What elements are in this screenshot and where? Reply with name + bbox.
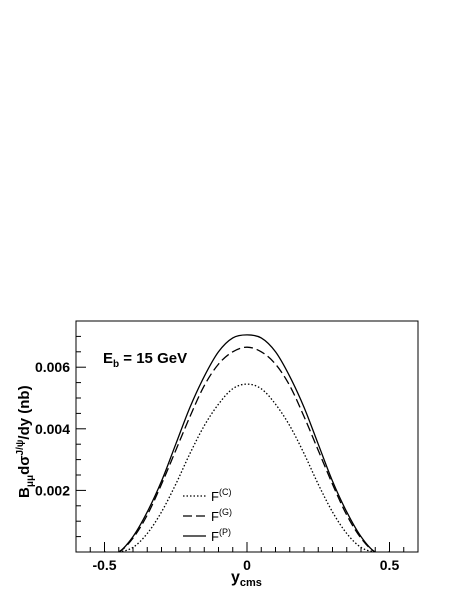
curves: [104, 334, 390, 552]
legend-label-c: F(C): [211, 487, 231, 504]
y-axis-title: BμμdσJ/ψ/dy (nb): [15, 385, 36, 498]
x-tick-label: 0: [243, 557, 251, 573]
x-tick-label: -0.5: [92, 557, 116, 573]
legend: F(C) F(G) F(P): [183, 487, 232, 544]
y-tick-label: 0.004: [35, 421, 70, 437]
legend-label-g: F(G): [211, 507, 232, 524]
y-tick-label: 0.006: [35, 359, 70, 375]
energy-annotation: Eb = 15 GeV: [103, 350, 187, 370]
series-line-0: [104, 383, 390, 552]
series-line-1: [104, 346, 390, 552]
series-line-2: [104, 334, 390, 552]
x-tick-label: 0.5: [380, 557, 400, 573]
x-axis-title: ycms: [231, 569, 262, 589]
y-tick-label: 0.002: [35, 482, 70, 498]
x-axis-ticks: -0.5 0 0.5: [89, 542, 405, 573]
y-axis-ticks: 0.002 0.004 0.006: [35, 335, 86, 538]
legend-label-p: F(P): [211, 527, 231, 544]
